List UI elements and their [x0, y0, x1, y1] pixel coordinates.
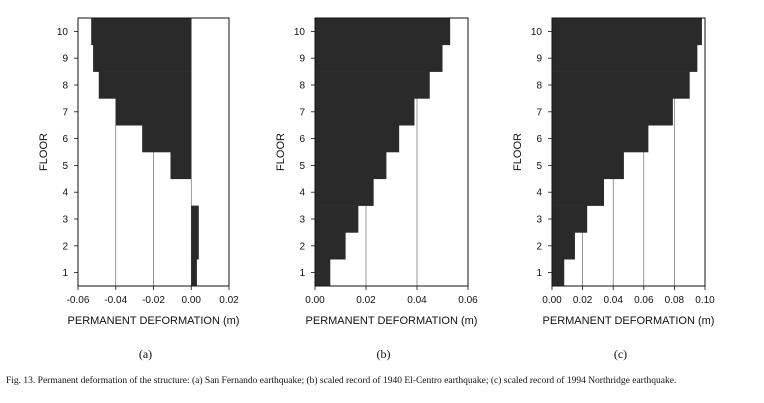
y-tick-label: 8 — [62, 81, 68, 92]
bar-floor-8 — [315, 71, 430, 99]
x-tick-label: 0.02 — [573, 295, 593, 306]
y-tick-label: 1 — [299, 268, 305, 279]
bar-floor-5 — [315, 152, 387, 180]
bar-floor-1 — [315, 259, 331, 287]
bar-floor-3 — [191, 205, 199, 233]
y-tick-label: 6 — [299, 134, 305, 145]
panel-label: (b) — [377, 347, 391, 361]
y-tick-label: 10 — [531, 27, 543, 38]
bar-floor-1 — [191, 259, 197, 287]
x-tick-label: 0.00 — [182, 295, 202, 306]
y-tick-label: 9 — [62, 54, 68, 65]
x-tick-label: 0.04 — [603, 295, 623, 306]
bar-floor-5 — [552, 152, 624, 180]
y-tick-label: 6 — [62, 134, 68, 145]
bar-floor-6 — [552, 125, 649, 153]
bar-floor-5 — [170, 152, 192, 180]
x-axis-title: PERMANENT DEFORMATION (m) — [68, 315, 240, 327]
bar-floor-4 — [315, 178, 374, 206]
x-tick-label: 0.10 — [695, 295, 715, 306]
chart-panel-2: 1 2 3 4 5 6 7 8 9 10 0.00 0.02 0.04 0.06 PERMANENT DEF… — [275, 17, 478, 361]
bar-floor-8 — [98, 71, 192, 99]
y-tick-label: 9 — [536, 54, 542, 65]
y-axis-title: FLOOR — [275, 133, 287, 171]
y-tick-label: 4 — [62, 188, 68, 199]
bar-floor-2 — [552, 232, 575, 260]
bar-floor-9 — [315, 44, 443, 72]
bar-floor-2 — [315, 232, 346, 260]
chart-panel-1: 1 2 3 4 5 6 7 8 9 10 -0.06 -0.04 -0.02 0.00 0.02 PERMAN… — [38, 17, 240, 361]
y-tick-label: 5 — [299, 161, 305, 172]
bar-floor-9 — [93, 44, 192, 72]
y-tick-label: 10 — [294, 27, 306, 38]
y-tick-label: 3 — [62, 215, 68, 226]
x-tick-label: 0.02 — [356, 295, 376, 306]
bar-floor-6 — [142, 125, 192, 153]
y-tick-label: 4 — [536, 188, 542, 199]
y-tick-label: 10 — [57, 27, 69, 38]
y-tick-label: 1 — [62, 268, 68, 279]
bar-floor-10 — [315, 18, 451, 46]
y-tick-label: 8 — [536, 81, 542, 92]
chart-panel-3: 1 2 3 4 5 6 7 8 9 10 0.00 0.02 0.04 0.06 0.08 0.10 PERMA… — [512, 17, 715, 361]
y-tick-label: 5 — [536, 161, 542, 172]
bar-floor-6 — [315, 125, 400, 153]
y-tick-label: 1 — [536, 268, 542, 279]
x-tick-label: 0.00 — [305, 295, 325, 306]
bar-floor-7 — [115, 98, 192, 126]
y-tick-label: 8 — [299, 81, 305, 92]
bar-floor-8 — [552, 71, 690, 99]
y-tick-label: 2 — [299, 241, 305, 252]
bar-floor-4 — [552, 178, 605, 206]
y-tick-label: 7 — [536, 107, 542, 118]
bar-floor-3 — [552, 205, 588, 233]
plot-frame — [314, 17, 469, 287]
y-axis-title: FLOOR — [512, 133, 524, 171]
x-tick-label: 0.08 — [665, 295, 685, 306]
bar-floor-3 — [315, 205, 359, 233]
y-tick-label: 9 — [299, 54, 305, 65]
x-tick-label: 0.06 — [458, 295, 478, 306]
y-tick-label: 5 — [62, 161, 68, 172]
x-tick-label: -0.06 — [67, 295, 90, 306]
x-tick-label: 0.06 — [634, 295, 654, 306]
x-tick-label: 0.02 — [219, 295, 239, 306]
y-axis-title: FLOOR — [38, 133, 50, 171]
y-tick-label: 3 — [299, 215, 305, 226]
bar-floor-10 — [91, 18, 192, 46]
plot-frame — [551, 17, 706, 287]
y-tick-label: 2 — [62, 241, 68, 252]
bar-floor-9 — [552, 44, 698, 72]
x-axis-title: PERMANENT DEFORMATION (m) — [306, 315, 478, 327]
bar-floor-7 — [552, 98, 673, 126]
y-tick-label: 2 — [536, 241, 542, 252]
y-tick-label: 7 — [62, 107, 68, 118]
y-tick-label: 6 — [536, 134, 542, 145]
bar-floor-1 — [552, 259, 565, 287]
x-axis-title: PERMANENT DEFORMATION (m) — [543, 315, 715, 327]
x-tick-label: -0.02 — [142, 295, 165, 306]
x-tick-label: -0.04 — [104, 295, 127, 306]
y-tick-label: 7 — [299, 107, 305, 118]
panel-label: (c) — [614, 347, 627, 361]
panel-label: (a) — [139, 347, 152, 361]
y-tick-label: 4 — [299, 188, 305, 199]
bar-floor-7 — [315, 98, 415, 126]
bar-floor-2 — [191, 232, 199, 260]
x-tick-label: 0.04 — [407, 295, 427, 306]
figure-caption: Fig. 13. Permanent deformation of the st… — [6, 376, 677, 386]
bar-floor-10 — [552, 18, 702, 46]
y-tick-label: 3 — [536, 215, 542, 226]
x-tick-label: 0.00 — [542, 295, 562, 306]
